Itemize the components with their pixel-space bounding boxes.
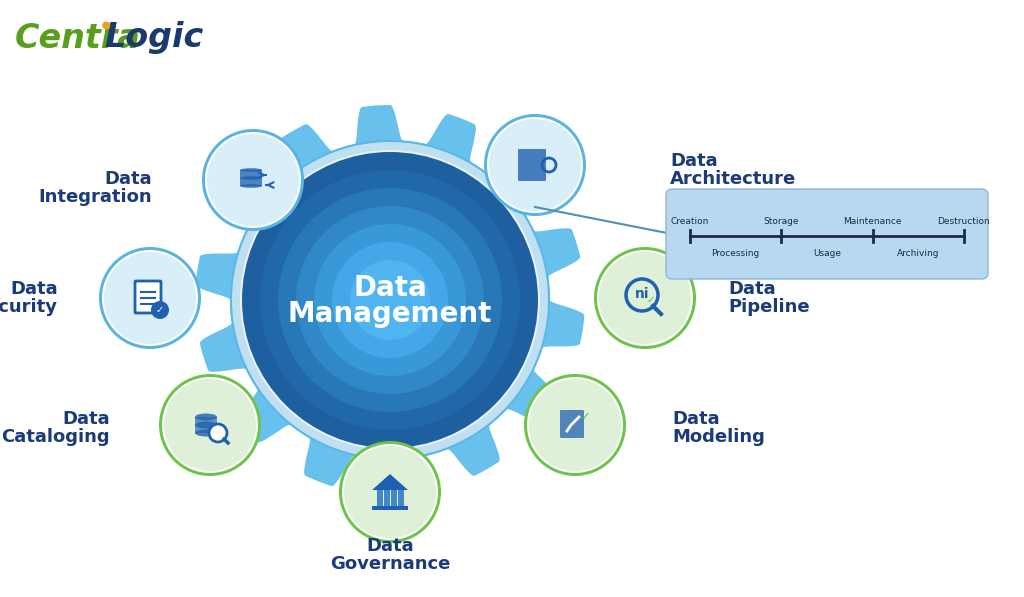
Text: Storage: Storage xyxy=(764,217,799,226)
Circle shape xyxy=(162,377,258,473)
Text: Data: Data xyxy=(10,280,58,298)
Text: Data: Data xyxy=(367,537,414,555)
Circle shape xyxy=(209,424,227,442)
Circle shape xyxy=(489,119,581,211)
Circle shape xyxy=(104,252,196,344)
Circle shape xyxy=(527,377,623,473)
Polygon shape xyxy=(196,105,585,495)
Circle shape xyxy=(232,142,548,458)
Text: Pipeline: Pipeline xyxy=(728,298,810,316)
FancyBboxPatch shape xyxy=(135,281,161,313)
Circle shape xyxy=(102,250,198,346)
Circle shape xyxy=(99,247,201,349)
Text: ✓: ✓ xyxy=(156,305,164,315)
Polygon shape xyxy=(372,506,408,510)
Circle shape xyxy=(344,446,436,538)
Text: Centra: Centra xyxy=(15,21,141,54)
Circle shape xyxy=(242,152,538,448)
Circle shape xyxy=(260,170,520,430)
Circle shape xyxy=(484,114,586,216)
Text: Data: Data xyxy=(728,280,775,298)
Polygon shape xyxy=(195,417,217,433)
Text: Cataloging: Cataloging xyxy=(1,428,110,446)
Circle shape xyxy=(230,140,550,460)
Polygon shape xyxy=(384,490,390,506)
Polygon shape xyxy=(398,490,404,506)
Text: Security: Security xyxy=(0,298,58,316)
Polygon shape xyxy=(377,490,383,506)
Text: Data: Data xyxy=(670,152,718,170)
Text: Data: Data xyxy=(672,410,720,428)
FancyBboxPatch shape xyxy=(518,149,546,157)
Circle shape xyxy=(205,132,301,228)
FancyBboxPatch shape xyxy=(560,410,584,438)
Text: Maintenance: Maintenance xyxy=(844,217,902,226)
Text: Data: Data xyxy=(353,274,427,302)
Ellipse shape xyxy=(240,168,262,172)
FancyBboxPatch shape xyxy=(518,157,546,165)
Circle shape xyxy=(339,441,441,543)
Text: Destruction: Destruction xyxy=(938,217,990,226)
Text: Data: Data xyxy=(62,410,110,428)
Polygon shape xyxy=(240,170,262,178)
Circle shape xyxy=(296,206,484,394)
Text: Usage: Usage xyxy=(813,248,841,257)
Text: Governance: Governance xyxy=(330,555,451,573)
Text: Data: Data xyxy=(104,170,152,188)
Text: Management: Management xyxy=(288,300,493,328)
Ellipse shape xyxy=(240,176,262,180)
Circle shape xyxy=(151,301,169,319)
Circle shape xyxy=(524,374,626,476)
FancyBboxPatch shape xyxy=(666,189,988,279)
Text: Modeling: Modeling xyxy=(672,428,765,446)
Text: ✓: ✓ xyxy=(581,412,590,422)
Circle shape xyxy=(487,117,583,213)
Circle shape xyxy=(594,247,696,349)
Text: Creation: Creation xyxy=(671,217,710,226)
Ellipse shape xyxy=(240,184,262,187)
Polygon shape xyxy=(240,178,262,186)
Text: ✓: ✓ xyxy=(647,295,655,305)
Text: Processing: Processing xyxy=(712,248,760,257)
Circle shape xyxy=(599,252,691,344)
Circle shape xyxy=(202,129,304,231)
Circle shape xyxy=(529,379,621,471)
Circle shape xyxy=(159,374,261,476)
Ellipse shape xyxy=(195,414,217,420)
Polygon shape xyxy=(372,474,408,490)
Circle shape xyxy=(342,444,438,540)
Circle shape xyxy=(102,21,111,29)
Circle shape xyxy=(240,150,540,450)
Circle shape xyxy=(244,154,536,446)
Circle shape xyxy=(207,134,299,226)
Circle shape xyxy=(248,158,532,442)
Text: Archiving: Archiving xyxy=(897,248,940,257)
Ellipse shape xyxy=(195,421,217,429)
Circle shape xyxy=(278,188,502,412)
Text: Integration: Integration xyxy=(38,188,152,206)
Circle shape xyxy=(350,260,430,340)
Polygon shape xyxy=(391,490,397,506)
Text: Architecture: Architecture xyxy=(670,170,797,188)
FancyBboxPatch shape xyxy=(518,165,546,173)
Ellipse shape xyxy=(195,429,217,436)
Circle shape xyxy=(314,224,466,376)
Text: ni: ni xyxy=(635,287,649,301)
Text: Logic: Logic xyxy=(104,21,204,54)
Circle shape xyxy=(332,242,449,358)
Circle shape xyxy=(164,379,256,471)
FancyBboxPatch shape xyxy=(518,173,546,181)
Circle shape xyxy=(597,250,693,346)
